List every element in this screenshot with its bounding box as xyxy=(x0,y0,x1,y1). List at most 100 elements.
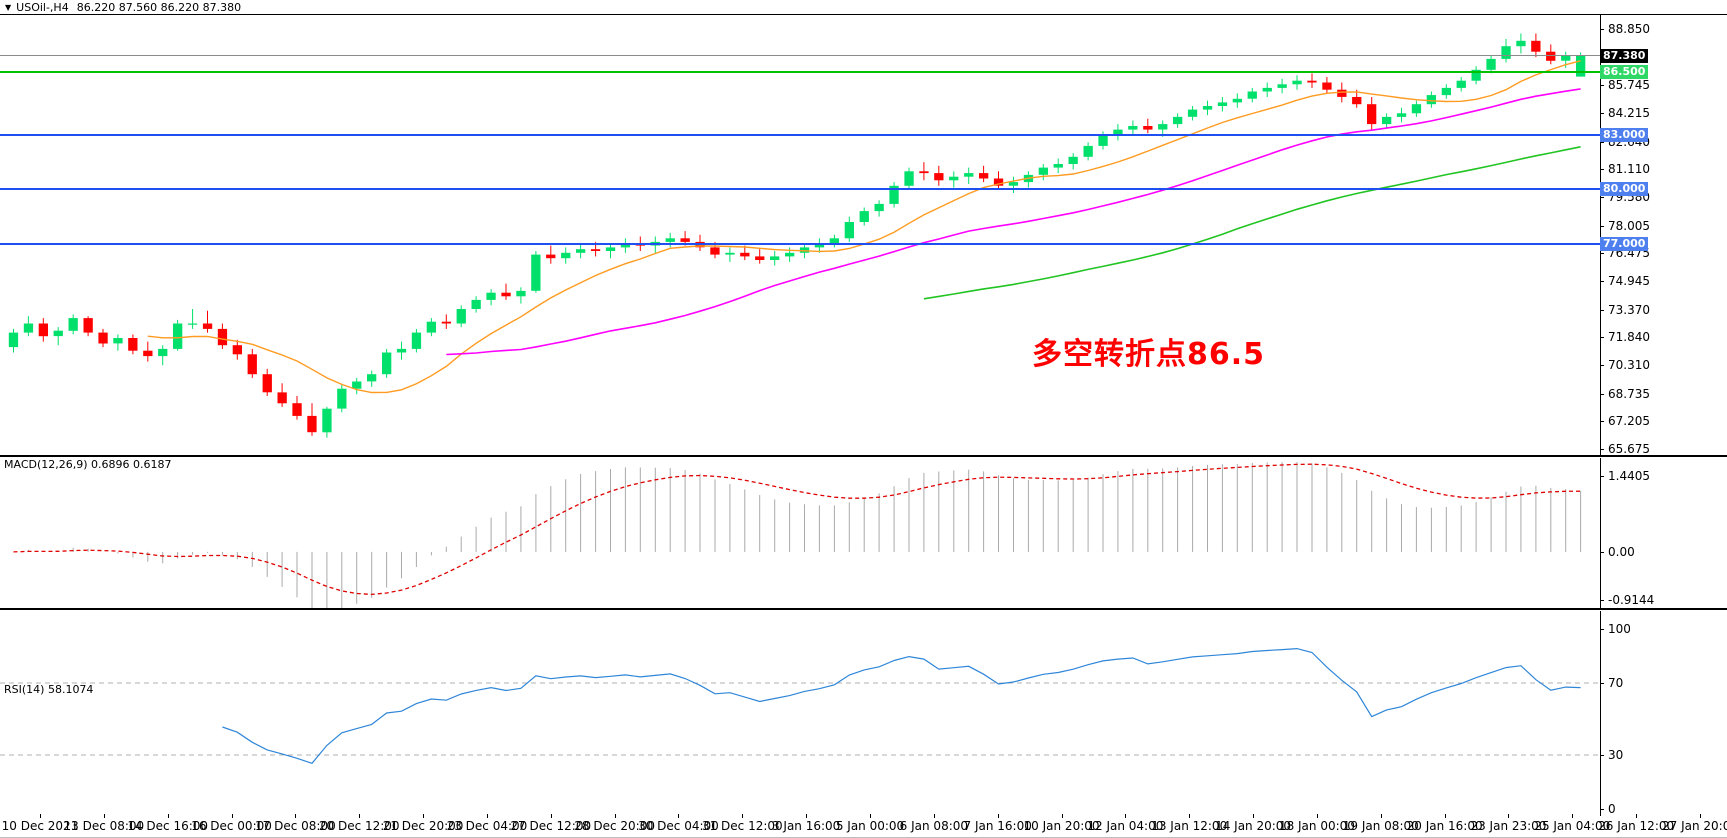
time-axis[interactable]: 10 Dec 2021 13 Dec 08:00 14 Dec 16:00 16 De… xyxy=(0,814,1727,838)
time-axis-label: 10 Dec 2021 xyxy=(1,819,79,833)
time-axis-tick xyxy=(1316,814,1318,818)
ohlc-values: 86.220 87.560 86.220 87.380 xyxy=(76,1,242,14)
price-axis-tick xyxy=(1600,29,1604,30)
rsi-scale[interactable]: 100 70 30 0 xyxy=(1600,611,1727,816)
time-axis-label: 27 Jan 20:00 xyxy=(1662,819,1727,833)
time-axis-tick xyxy=(295,814,297,818)
macd-scale-axis-line xyxy=(1600,458,1601,608)
time-axis-tick xyxy=(1572,814,1574,818)
time-axis-label: 26 Jan 12:00 xyxy=(1598,819,1675,833)
rsi-axis-tick xyxy=(1600,809,1604,810)
time-axis-label: 17 Dec 08:00 xyxy=(255,819,336,833)
price-tag-77-000[interactable]: 77.000 xyxy=(1600,236,1649,251)
price-axis-tick xyxy=(1600,169,1604,171)
price-axis-label: 85.745 xyxy=(1608,78,1650,93)
time-axis-label: 7 Jan 16:00 xyxy=(963,819,1032,833)
price-axis-label: 65.675 xyxy=(1608,442,1650,456)
time-axis-label: 20 Dec 12:00 xyxy=(318,819,400,833)
time-axis-label: 16 Dec 00:00 xyxy=(191,819,272,833)
price-axis-label: 81.110 xyxy=(1608,162,1650,177)
macd-axis-label: 0.00 xyxy=(1608,544,1635,559)
rsi-plot-area[interactable] xyxy=(0,611,1600,816)
rsi-axis-tick xyxy=(1600,755,1604,756)
time-axis-tick xyxy=(933,814,935,818)
time-axis-tick xyxy=(1636,814,1638,818)
rsi-label: RSI(14) 58.1074 xyxy=(4,683,94,696)
header-divider xyxy=(0,14,1727,15)
time-axis-label: 6 Jan 08:00 xyxy=(899,819,969,833)
time-axis-label: 21 Dec 20:00 xyxy=(382,819,464,833)
time-axis-tick xyxy=(359,814,361,818)
macd-axis-tick xyxy=(1600,551,1604,553)
price-axis-label: 70.310 xyxy=(1608,358,1650,372)
time-axis-tick xyxy=(486,814,488,818)
price-axis-label: 68.735 xyxy=(1608,386,1650,401)
time-axis-label: 12 Jan 04:00 xyxy=(1087,819,1164,833)
price-axis-tick xyxy=(1600,225,1604,227)
time-axis-tick xyxy=(1125,814,1127,818)
price-axis-label: 84.215 xyxy=(1608,106,1650,120)
chevron-down-icon[interactable]: ▼ xyxy=(5,2,12,12)
time-axis-label: 31 Dec 12:00 xyxy=(701,819,783,833)
price-axis-label: 78.005 xyxy=(1608,218,1650,233)
macd-scale[interactable]: 1.4405 0.00 -0.9144 xyxy=(1600,458,1727,608)
price-axis-tick xyxy=(1600,449,1604,450)
time-axis-tick xyxy=(1508,814,1510,818)
time-axis-label: 20 Jan 16:00 xyxy=(1406,819,1483,833)
rsi-axis-label: 0 xyxy=(1608,802,1616,816)
time-axis-tick xyxy=(870,814,871,818)
rsi-axis-label: 70 xyxy=(1608,676,1624,690)
rsi-axis-tick xyxy=(1600,629,1604,630)
price-scale[interactable]: 88.85085.74584.21582.64081.11079.58078.0… xyxy=(1600,15,1727,456)
time-axis-label: 30 Dec 04:00 xyxy=(638,819,719,833)
time-axis-label: 13 Jan 12:00 xyxy=(1151,819,1228,833)
time-axis-tick xyxy=(423,814,425,818)
price-axis-label: 73.370 xyxy=(1608,302,1650,317)
rsi-axis-label: 100 xyxy=(1608,622,1631,636)
time-axis-label: 27 Dec 12:00 xyxy=(510,819,592,833)
price-axis-tick xyxy=(1600,337,1604,339)
price-axis-tick xyxy=(1600,141,1604,143)
chart-header: ▼ USOil-,H4 86.220 87.560 86.220 87.380 xyxy=(0,0,1727,15)
time-axis-tick xyxy=(806,814,808,818)
time-axis-tick xyxy=(550,814,552,818)
pane-separator-1[interactable] xyxy=(0,455,1727,457)
rsi-pane: RSI(14) 58.1074 100 70 30 0 xyxy=(0,611,1727,816)
price-axis-tick xyxy=(1600,421,1604,423)
price-axis-label: 74.945 xyxy=(1608,274,1650,288)
price-axis-label: 88.850 xyxy=(1608,22,1650,36)
price-axis-label: 67.205 xyxy=(1608,414,1650,429)
time-axis-tick xyxy=(103,814,105,818)
time-axis-label: 14 Dec 16:00 xyxy=(127,819,209,833)
price-tag-80-000[interactable]: 80.000 xyxy=(1600,182,1649,197)
price-axis-label: 71.840 xyxy=(1608,330,1650,345)
time-axis-label: 14 Jan 20:00 xyxy=(1215,819,1292,833)
level-line-80 xyxy=(0,188,1600,191)
rsi-axis-label: 30 xyxy=(1608,748,1624,762)
price-tag-83-000[interactable]: 83.000 xyxy=(1600,128,1649,143)
price-tag-86-500[interactable]: 86.500 xyxy=(1600,64,1649,79)
time-axis-tick xyxy=(1061,814,1063,818)
time-axis-tick xyxy=(678,814,680,818)
level-line-86-5 xyxy=(0,70,1600,73)
price-tag-87-380[interactable]: 87.380 xyxy=(1600,48,1649,63)
price-scale-axis-line xyxy=(1600,15,1601,455)
price-axis-tick xyxy=(1600,365,1604,366)
time-axis-tick xyxy=(742,814,744,818)
time-axis-tick xyxy=(1380,814,1382,818)
time-axis-label: 3 Jan 16:00 xyxy=(771,819,841,833)
time-axis-tick xyxy=(1444,814,1446,818)
pane-separator-2[interactable] xyxy=(0,608,1727,610)
rsi-scale-axis-line xyxy=(1600,611,1601,816)
symbol-period-label: USOil-,H4 xyxy=(16,1,69,14)
chart-annotation-text: 多空转折点86.5 xyxy=(1032,337,1266,372)
time-axis-tick xyxy=(167,814,169,818)
macd-plot-area[interactable] xyxy=(0,458,1600,608)
time-axis-tick xyxy=(614,814,616,818)
macd-label: MACD(12,26,9) 0.6896 0.6187 xyxy=(4,458,172,471)
time-axis-label: 25 Jan 04:00 xyxy=(1534,819,1611,833)
time-axis-label: 19 Jan 08:00 xyxy=(1342,819,1419,833)
price-plot-area[interactable]: 多空转折点86.5 xyxy=(0,15,1600,455)
price-axis-tick xyxy=(1600,393,1604,395)
